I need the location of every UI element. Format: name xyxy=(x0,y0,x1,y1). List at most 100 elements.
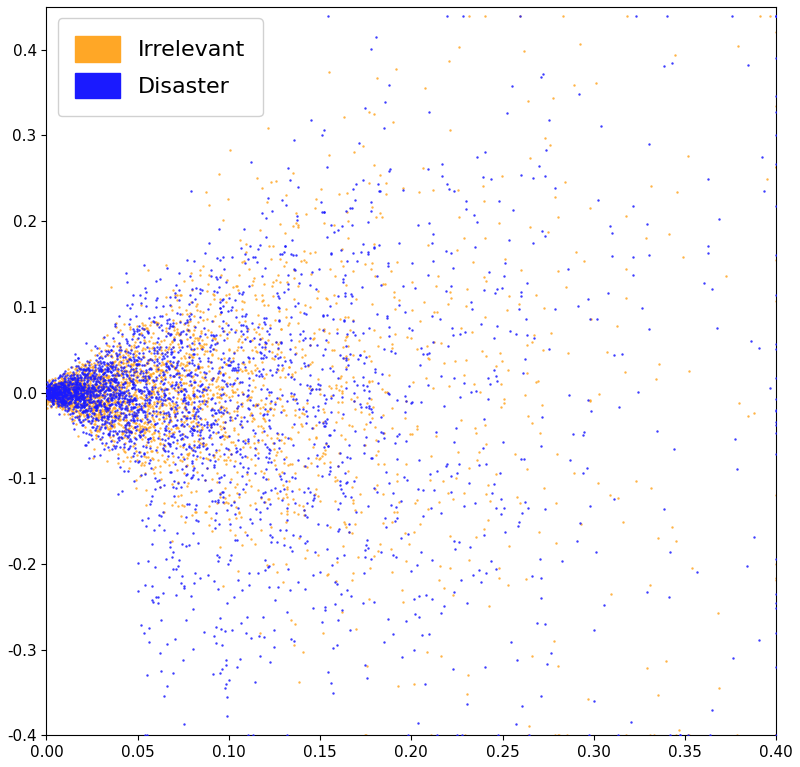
Point xyxy=(205,326,218,338)
Point xyxy=(134,374,147,386)
Point xyxy=(359,101,372,114)
Point xyxy=(91,349,104,361)
Point xyxy=(209,338,222,351)
Point xyxy=(78,369,90,381)
Point xyxy=(720,270,733,282)
Point xyxy=(535,410,548,423)
Point xyxy=(99,377,112,389)
Point xyxy=(97,371,110,384)
Point xyxy=(265,280,278,292)
Point xyxy=(44,377,57,390)
Point xyxy=(174,433,187,445)
Point xyxy=(64,380,77,393)
Point xyxy=(205,418,218,430)
Point xyxy=(46,383,59,395)
Point xyxy=(370,269,383,281)
Point xyxy=(416,484,429,496)
Point xyxy=(342,353,354,365)
Point xyxy=(218,624,231,637)
Point xyxy=(217,486,230,498)
Point xyxy=(153,519,166,532)
Point xyxy=(124,351,137,364)
Point xyxy=(253,370,266,382)
Point xyxy=(395,584,408,597)
Point xyxy=(593,388,606,400)
Point xyxy=(185,486,198,498)
Point xyxy=(279,524,292,536)
Point xyxy=(207,410,220,422)
Point xyxy=(84,388,97,400)
Point xyxy=(103,370,116,382)
Point xyxy=(99,359,112,371)
Point xyxy=(296,351,309,364)
Point xyxy=(66,378,79,390)
Point xyxy=(58,379,71,391)
Point xyxy=(118,380,130,393)
Point xyxy=(258,467,270,479)
Point xyxy=(175,570,188,582)
Point xyxy=(244,240,257,252)
Point xyxy=(250,502,263,515)
Point xyxy=(166,420,179,432)
Point xyxy=(344,453,357,465)
Point xyxy=(47,391,60,403)
Point xyxy=(117,351,130,364)
Point xyxy=(54,393,66,406)
Point xyxy=(66,414,78,426)
Point xyxy=(62,387,75,399)
Point xyxy=(206,372,219,384)
Point xyxy=(224,357,237,369)
Point xyxy=(584,395,597,407)
Point xyxy=(88,384,101,397)
Point xyxy=(188,439,201,451)
Point xyxy=(109,369,122,381)
Point xyxy=(46,392,59,404)
Point xyxy=(100,437,113,449)
Point xyxy=(43,383,56,395)
Point xyxy=(111,396,124,408)
Point xyxy=(147,420,160,432)
Point xyxy=(76,399,89,411)
Point xyxy=(405,396,418,408)
Point xyxy=(46,393,59,406)
Point xyxy=(91,393,104,406)
Point xyxy=(188,446,201,458)
Point xyxy=(254,383,267,395)
Point xyxy=(131,412,144,424)
Point xyxy=(72,380,85,393)
Point xyxy=(178,364,190,377)
Point xyxy=(422,216,435,229)
Point xyxy=(130,449,143,461)
Point xyxy=(200,506,213,518)
Point xyxy=(87,357,100,369)
Point xyxy=(54,392,67,404)
Point xyxy=(81,381,94,393)
Point xyxy=(302,360,314,372)
Point xyxy=(57,384,70,396)
Point xyxy=(126,410,138,422)
Point xyxy=(160,637,173,650)
Point xyxy=(436,158,449,170)
Point xyxy=(135,384,148,397)
Point xyxy=(147,342,160,354)
Point xyxy=(102,395,115,407)
Point xyxy=(234,511,247,523)
Point xyxy=(126,405,138,417)
Point xyxy=(732,40,745,52)
Point xyxy=(72,390,85,403)
Point xyxy=(250,345,262,357)
Point xyxy=(262,443,275,455)
Point xyxy=(154,407,166,420)
Point xyxy=(340,330,353,342)
Point xyxy=(214,254,226,266)
Point xyxy=(118,387,130,399)
Point xyxy=(288,394,301,407)
Point xyxy=(68,384,81,396)
Point xyxy=(148,356,161,368)
Point xyxy=(103,384,116,397)
Point xyxy=(70,374,83,387)
Point xyxy=(55,388,68,400)
Point xyxy=(97,332,110,344)
Point xyxy=(292,219,305,232)
Point xyxy=(205,339,218,351)
